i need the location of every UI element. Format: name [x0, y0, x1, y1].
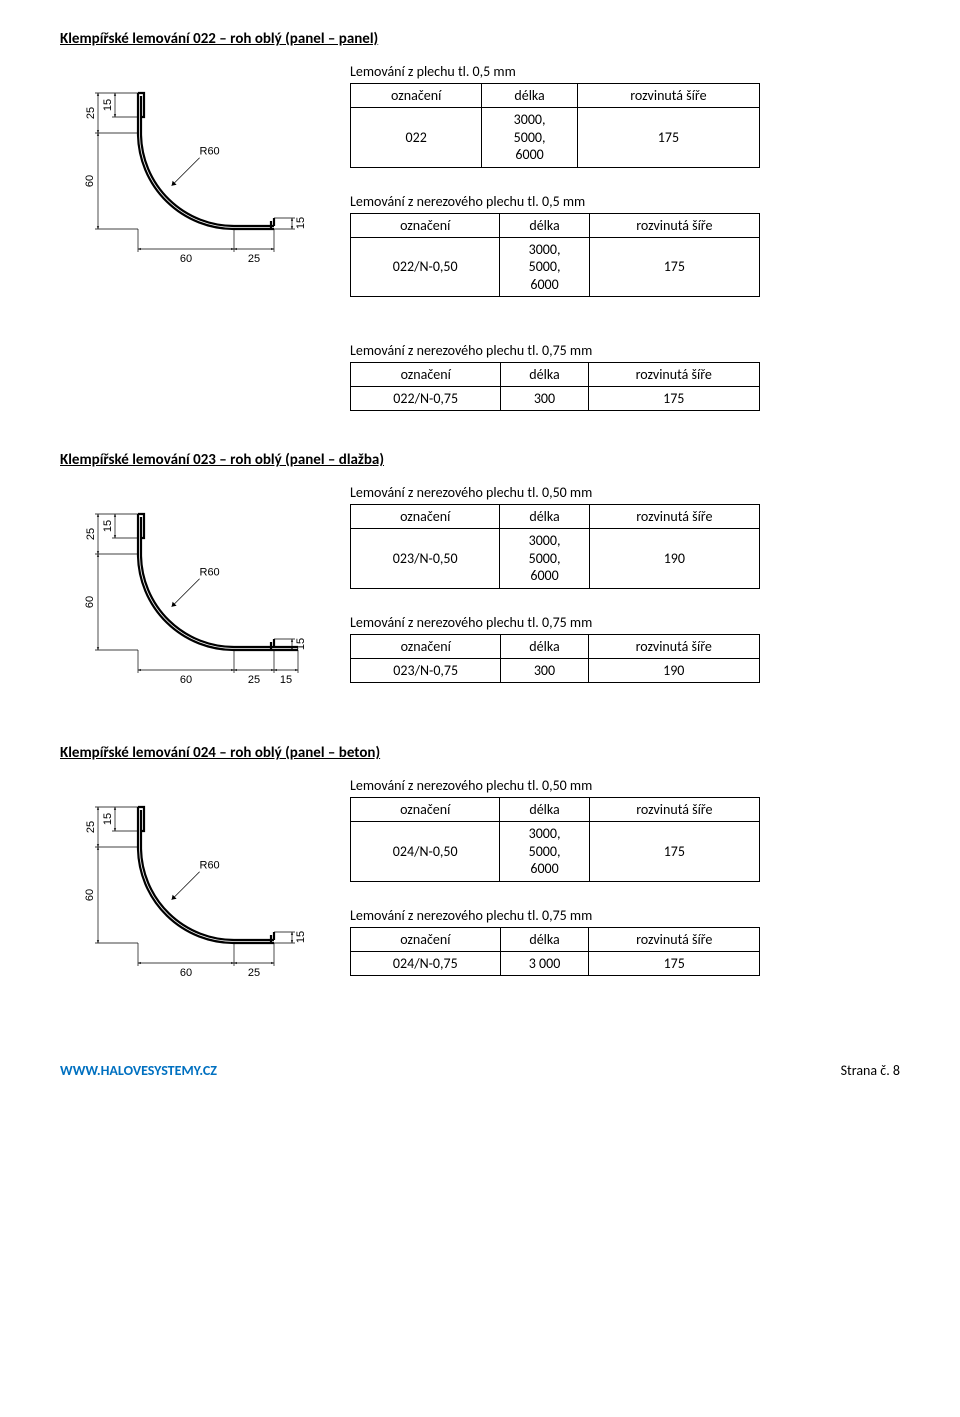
svg-text:15: 15: [295, 638, 307, 650]
table-caption: Lemování z nerezového plechu tl. 0,75 mm: [350, 614, 900, 631]
section-title-024: Klempířské lemování 024 – roh oblý (pane…: [60, 744, 900, 762]
col-sire: rozvinutá šíře: [589, 798, 759, 822]
col-delka: délka: [500, 505, 589, 529]
cell-oznaceni: 024/N-0,75: [351, 951, 501, 975]
col-delka: délka: [501, 363, 588, 387]
block-023: 15 25 60 60 25 15 15 R60 Lemování z nerezového …: [60, 479, 900, 729]
section-title-023: Klempířské lemování 023 – roh oblý (pane…: [60, 451, 900, 469]
col-sire: rozvinutá šíře: [577, 84, 759, 108]
table-024-1: Lemování z nerezového plechu tl. 0,50 mm…: [350, 777, 900, 882]
cell-delka: 300: [501, 387, 588, 411]
col-sire: rozvinutá šíře: [589, 505, 759, 529]
col-sire: rozvinutá šíře: [589, 213, 759, 237]
profile-drawing-024: 15 25 60 60 25 15 R60: [60, 772, 320, 1022]
col-oznaceni: označení: [351, 798, 500, 822]
svg-text:25: 25: [85, 821, 97, 833]
section-title-022: Klempířské lemování 022 – roh oblý (pane…: [60, 30, 900, 48]
col-delka: délka: [500, 213, 589, 237]
page-footer: WWW.HALOVESYSTEMY.CZ Strana č. 8: [60, 1062, 900, 1079]
diagram-024: 15 25 60 60 25 15 R60: [60, 772, 350, 1022]
svg-text:60: 60: [84, 175, 96, 187]
col-sire: rozvinutá šíře: [588, 363, 759, 387]
svg-text:60: 60: [84, 596, 96, 608]
svg-text:60: 60: [180, 674, 192, 686]
table-022-3: Lemování z nerezového plechu tl. 0,75 mm…: [350, 342, 900, 411]
svg-text:60: 60: [84, 889, 96, 901]
diagram-022: 15 25 60 60 25 15 R60: [60, 58, 350, 308]
col-delka: délka: [500, 927, 589, 951]
svg-text:R60: R60: [200, 860, 220, 872]
cell-sire: 175: [588, 387, 759, 411]
cell-sire: 175: [589, 951, 760, 975]
cell-sire: 190: [588, 658, 759, 682]
cell-oznaceni: 022: [351, 108, 482, 168]
svg-text:25: 25: [248, 253, 260, 265]
cell-oznaceni: 023/N-0,75: [351, 658, 501, 682]
block-024: 15 25 60 60 25 15 R60 Lemování z nerezového pl…: [60, 772, 900, 1022]
svg-text:25: 25: [248, 967, 260, 979]
cell-oznaceni: 022/N-0,50: [351, 237, 500, 297]
footer-website: WWW.HALOVESYSTEMY.CZ: [60, 1062, 217, 1079]
table-caption: Lemování z nerezového plechu tl. 0,5 mm: [350, 193, 900, 210]
svg-text:15: 15: [102, 813, 114, 825]
cell-delka: 3000,5000,6000: [482, 108, 577, 168]
cell-delka: 3 000: [500, 951, 589, 975]
table-023-1: Lemování z nerezového plechu tl. 0,50 mm…: [350, 484, 900, 589]
table-caption: Lemování z plechu tl. 0,5 mm: [350, 63, 900, 80]
footer-page-number: Strana č. 8: [841, 1062, 900, 1079]
cell-delka: 300: [501, 658, 588, 682]
table-caption: Lemování z nerezového plechu tl. 0,50 mm: [350, 484, 900, 501]
svg-text:15: 15: [102, 99, 114, 111]
table-023-2: Lemování z nerezového plechu tl. 0,75 mm…: [350, 614, 900, 683]
cell-oznaceni: 022/N-0,75: [351, 387, 501, 411]
col-oznaceni: označení: [351, 363, 501, 387]
cell-delka: 3000,5000,6000: [500, 237, 589, 297]
svg-text:R60: R60: [200, 567, 220, 579]
svg-text:25: 25: [85, 107, 97, 119]
svg-text:15: 15: [295, 931, 307, 943]
cell-delka: 3000,5000,6000: [500, 529, 589, 589]
col-delka: délka: [482, 84, 577, 108]
svg-text:60: 60: [180, 967, 192, 979]
svg-text:R60: R60: [200, 146, 220, 158]
col-sire: rozvinutá šíře: [589, 927, 760, 951]
svg-text:60: 60: [180, 253, 192, 265]
col-oznaceni: označení: [351, 927, 501, 951]
col-delka: délka: [501, 634, 588, 658]
cell-sire: 175: [577, 108, 759, 168]
svg-text:15: 15: [295, 217, 307, 229]
col-oznaceni: označení: [351, 505, 500, 529]
profile-drawing-023: 15 25 60 60 25 15 15 R60: [60, 479, 320, 729]
table-022-2: Lemování z nerezového plechu tl. 0,5 mm …: [350, 193, 900, 298]
table-caption: Lemování z nerezového plechu tl. 0,75 mm: [350, 907, 900, 924]
svg-text:15: 15: [280, 674, 292, 686]
table-caption: Lemování z nerezového plechu tl. 0,50 mm: [350, 777, 900, 794]
col-delka: délka: [500, 798, 589, 822]
block-022-extra: Lemování z nerezového plechu tl. 0,75 mm…: [350, 337, 900, 436]
col-oznaceni: označení: [351, 213, 500, 237]
cell-oznaceni: 024/N-0,50: [351, 822, 500, 882]
cell-oznaceni: 023/N-0,50: [351, 529, 500, 589]
table-caption: Lemování z nerezového plechu tl. 0,75 mm: [350, 342, 900, 359]
block-022: 15 25 60 60 25 15 R60 Lemování z plechu tl. 0,…: [60, 58, 900, 322]
cell-delka: 3000,5000,6000: [500, 822, 589, 882]
cell-sire: 190: [589, 529, 759, 589]
col-sire: rozvinutá šíře: [588, 634, 759, 658]
svg-text:25: 25: [85, 528, 97, 540]
table-024-2: Lemování z nerezového plechu tl. 0,75 mm…: [350, 907, 900, 976]
cell-sire: 175: [589, 237, 759, 297]
svg-text:25: 25: [248, 674, 260, 686]
cell-sire: 175: [589, 822, 759, 882]
diagram-023: 15 25 60 60 25 15 15 R60: [60, 479, 350, 729]
table-022-1: Lemování z plechu tl. 0,5 mm označení dé…: [350, 63, 900, 168]
profile-drawing-022: 15 25 60 60 25 15 R60: [60, 58, 320, 308]
svg-text:15: 15: [102, 520, 114, 532]
col-oznaceni: označení: [351, 84, 482, 108]
col-oznaceni: označení: [351, 634, 501, 658]
